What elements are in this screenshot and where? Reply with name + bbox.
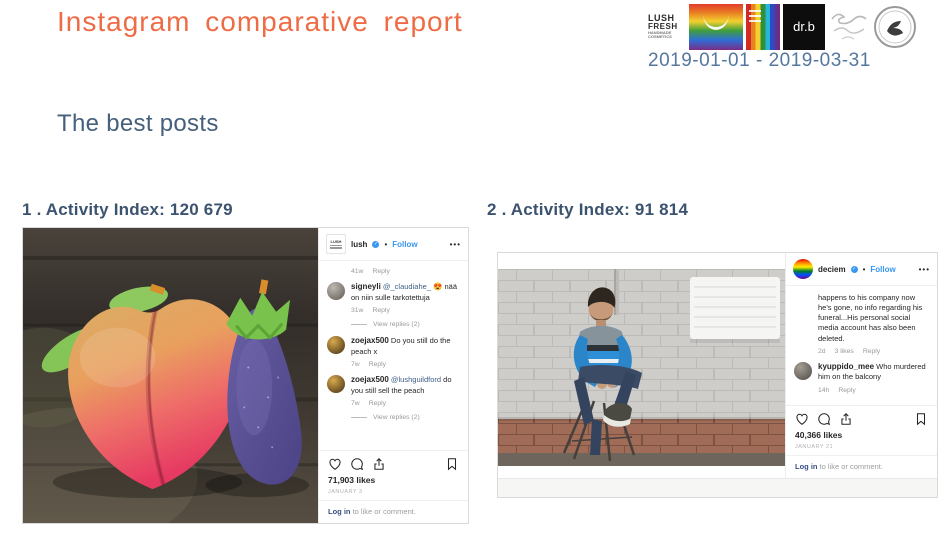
- comment-text: 😍 nää on niin sulle tarkotettuja: [351, 282, 457, 302]
- post-1-username[interactable]: lush: [351, 239, 368, 249]
- verified-badge-icon: ✓: [850, 265, 858, 273]
- comment-bubble-icon[interactable]: [350, 457, 364, 471]
- log-in-link[interactable]: Log in: [795, 462, 818, 472]
- post-1-comment-list: 41w Reply signeyli @_claudiahe_ 😍 nää on…: [319, 261, 468, 450]
- comment-meta: 2d 3 likes Reply: [818, 347, 881, 355]
- comment: kyuppido_mee Who murdered him on the bal…: [794, 361, 929, 383]
- post-1-login-row: Log in to like or comment.: [319, 500, 468, 523]
- comment-text: happens to his company now he's gone, no…: [818, 293, 923, 343]
- comment-text: Who murdered him on the balcony: [818, 361, 926, 382]
- post-2-like-count[interactable]: 40,366 likes: [795, 430, 843, 441]
- bookmark-icon[interactable]: [445, 457, 459, 471]
- comment-bubble-icon[interactable]: [817, 412, 831, 426]
- commenter-username[interactable]: signeyli: [351, 282, 381, 291]
- post-2-action-bar: [786, 405, 937, 429]
- verified-badge-icon: ✓: [372, 240, 380, 248]
- section-title: The best posts: [57, 110, 219, 137]
- commenter-username[interactable]: kyuppido_mee: [818, 361, 875, 371]
- heart-icon[interactable]: [795, 412, 809, 426]
- deciem-avatar[interactable]: [793, 259, 813, 279]
- commenter-avatar[interactable]: [327, 374, 345, 393]
- comment-meta: 14h Reply: [818, 386, 856, 394]
- share-icon[interactable]: [372, 457, 386, 471]
- post-1-action-bar: [319, 450, 468, 474]
- instagram-post-2: deciem ✓ • Follow ••• happens to his com…: [497, 252, 938, 498]
- rainbow-stripes-logo: [746, 3, 780, 50]
- more-options-icon[interactable]: •••: [449, 239, 461, 249]
- dr-b-logo: dr.b: [783, 3, 825, 50]
- post-1-like-count[interactable]: 71,903 likes: [328, 475, 376, 485]
- commenter-avatar[interactable]: [327, 335, 345, 354]
- instagram-post-1: LUSH lush ✓ • Follow ••• 41w Reply signe…: [22, 227, 469, 524]
- commenter-username[interactable]: zoejax500: [351, 374, 389, 384]
- lush-fresh-logo: LUSH FRESH HANDMADE COSMETICS: [648, 7, 686, 46]
- commenter-avatar[interactable]: [327, 282, 345, 300]
- mention-link[interactable]: @_claudiahe_: [382, 282, 431, 291]
- post-2-username[interactable]: deciem: [818, 264, 846, 274]
- log-in-link[interactable]: Log in: [328, 507, 351, 516]
- report-date-range: 2019-01-01 - 2019-03-31: [648, 50, 871, 71]
- post-1-date: JANUARY 3: [328, 489, 363, 495]
- reply-button[interactable]: Reply: [368, 399, 387, 407]
- post-2-photo-area: [498, 253, 785, 479]
- mention-link[interactable]: @lushguildford: [390, 374, 442, 384]
- reply-button[interactable]: Reply: [368, 360, 387, 368]
- post-2-activity-index: 2 . Activity Index: 91 814: [487, 200, 689, 219]
- comment-meta: 7w Reply: [351, 399, 387, 407]
- rainbow-smile-logo: [689, 3, 743, 50]
- comment: signeyli @_claudiahe_ 😍 nää on niin sull…: [327, 282, 460, 303]
- post-1-header: LUSH lush ✓ • Follow •••: [319, 228, 468, 261]
- comment-text: do you still sell the peach: [351, 374, 452, 395]
- comment-meta: 7w Reply: [351, 360, 387, 368]
- post-2-login-row: Log in to like or comment.: [786, 455, 937, 478]
- round-stamp-logo: [873, 5, 917, 49]
- follow-button[interactable]: Follow: [870, 264, 896, 274]
- comment: zoejax500 Do you still do the peach x: [327, 335, 460, 357]
- post-2-comment-list: happens to his company now he's gone, no…: [786, 286, 937, 405]
- page-title: Instagram comparative report: [57, 6, 463, 37]
- view-replies-button[interactable]: View replies (2): [351, 321, 460, 328]
- comment-continuation: happens to his company now he's gone, no…: [794, 293, 929, 344]
- commenter-username[interactable]: zoejax500: [351, 335, 389, 345]
- lush-avatar[interactable]: LUSH: [326, 234, 346, 254]
- post-1-comments-panel: LUSH lush ✓ • Follow ••• 41w Reply signe…: [318, 228, 468, 523]
- comment: zoejax500 @lushguildford do you still se…: [327, 374, 460, 396]
- post-2-photo-man-brick-wall: [498, 269, 785, 466]
- comment-meta: 41w Reply: [351, 268, 390, 275]
- brand-logo-strip: LUSH FRESH HANDMADE COSMETICS dr.b: [648, 3, 917, 50]
- comment-text: Do you still do the peach x: [351, 335, 451, 356]
- arabic-calligraphy-logo: [828, 7, 870, 47]
- view-replies-button[interactable]: View replies (2): [351, 414, 460, 421]
- smile-arc: [703, 14, 729, 30]
- share-icon[interactable]: [839, 412, 853, 426]
- heart-icon[interactable]: [328, 457, 342, 471]
- more-options-icon[interactable]: •••: [918, 264, 930, 274]
- post-2-footer-strip: [498, 478, 937, 497]
- post-2-date: JANUARY 21: [795, 444, 834, 451]
- post-1-activity-index: 1 . Activity Index: 120 679: [22, 200, 233, 219]
- reply-button[interactable]: Reply: [372, 306, 390, 314]
- reply-button[interactable]: Reply: [862, 347, 881, 355]
- post-2-comments-panel: deciem ✓ • Follow ••• happens to his com…: [785, 253, 937, 479]
- post-1-photo-peach-eggplant: [23, 228, 318, 523]
- comment-like-count[interactable]: 3 likes: [834, 347, 854, 355]
- commenter-avatar[interactable]: [794, 361, 812, 380]
- reply-button[interactable]: Reply: [372, 268, 390, 275]
- reply-button[interactable]: Reply: [838, 386, 856, 394]
- bookmark-icon[interactable]: [914, 412, 928, 426]
- comment-meta: 31w Reply: [351, 306, 390, 314]
- post-2-header: deciem ✓ • Follow •••: [786, 253, 937, 286]
- follow-button[interactable]: Follow: [392, 239, 418, 249]
